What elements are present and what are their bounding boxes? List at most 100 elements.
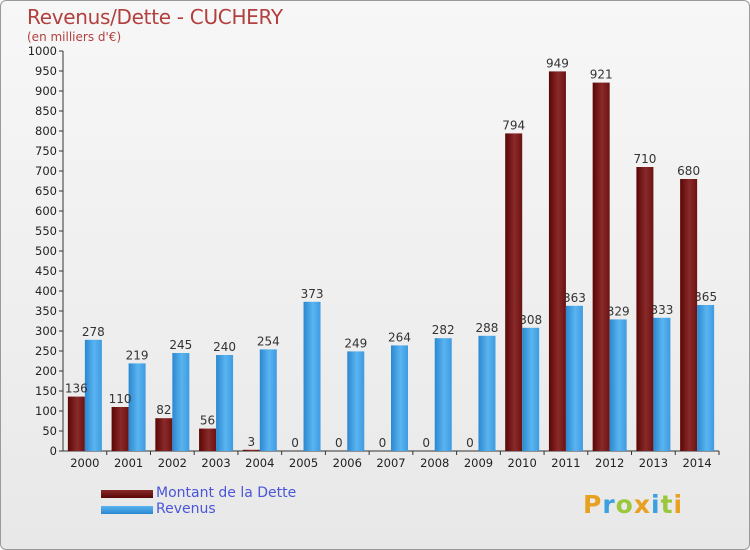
- x-tick-label: 2005: [289, 456, 318, 470]
- data-label-dette: 56: [200, 414, 215, 428]
- bar-dette: [505, 133, 523, 451]
- value-labels: 136 278 110 219 82 245 56 240 3 254 0 373 0 249 0 264 0 2…: [65, 56, 717, 450]
- data-label-dette: 0: [379, 436, 387, 450]
- data-label-dette: 110: [109, 392, 132, 406]
- data-label-dette: 0: [422, 436, 430, 450]
- bar-revenus: [259, 349, 277, 451]
- logo-letter: i: [651, 490, 661, 519]
- legend-label-revenus: Revenus: [156, 501, 216, 517]
- x-tick-label: 2012: [595, 456, 624, 470]
- data-label-dette: 680: [677, 164, 700, 178]
- logo-letter: o: [615, 490, 634, 519]
- data-label-revenus: 282: [432, 323, 455, 337]
- data-label-revenus: 219: [126, 348, 149, 362]
- y-tick-label: 700: [35, 164, 57, 178]
- y-tick-label: 800: [35, 124, 57, 138]
- y-tick-label: 650: [35, 184, 57, 198]
- bar-revenus: [303, 301, 321, 451]
- bar-dette: [199, 428, 217, 451]
- bar-revenus: [347, 351, 365, 451]
- data-label-revenus: 240: [213, 340, 236, 354]
- logo-letter: t: [660, 490, 674, 519]
- bar-dette: [636, 167, 654, 451]
- data-label-revenus: 329: [607, 304, 630, 318]
- legend-swatch-debt: [101, 490, 153, 498]
- data-label-dette: 949: [546, 56, 569, 70]
- y-tick-label: 600: [35, 204, 57, 218]
- bar-dette: [592, 82, 610, 451]
- bar-dette: [548, 71, 566, 452]
- y-tick-label: 550: [35, 224, 57, 238]
- data-label-revenus: 308: [519, 313, 542, 327]
- bar-revenus: [478, 335, 496, 451]
- bar-revenus: [216, 355, 234, 451]
- bar-revenus: [172, 353, 190, 451]
- data-label-revenus: 249: [344, 336, 367, 350]
- y-tick-label: 400: [35, 284, 57, 298]
- x-tick-label: 2000: [70, 456, 99, 470]
- x-tick-label: 2013: [639, 456, 668, 470]
- x-tick-label: 2007: [376, 456, 405, 470]
- proxiti-logo: Proxiti: [583, 490, 683, 519]
- data-label-revenus: 333: [650, 303, 673, 317]
- y-tick-label: 500: [35, 244, 57, 258]
- y-tick-label: 950: [35, 64, 57, 78]
- bar-revenus: [434, 338, 452, 451]
- data-label-revenus: 365: [694, 290, 717, 304]
- data-label-dette: 794: [502, 118, 525, 132]
- bar-revenus: [522, 327, 540, 451]
- y-tick-label: 150: [35, 384, 57, 398]
- x-tick-label: 2004: [245, 456, 274, 470]
- bar-revenus: [609, 319, 627, 451]
- bar-revenus: [128, 363, 146, 451]
- chart-subtitle: (en milliers d'€): [27, 30, 122, 44]
- data-label-dette: 82: [156, 403, 171, 417]
- data-label-dette: 3: [247, 435, 255, 449]
- bar-revenus: [653, 317, 671, 451]
- data-label-revenus: 288: [476, 321, 499, 335]
- logo-letter: P: [583, 490, 603, 519]
- x-tick-label: 2006: [333, 456, 362, 470]
- x-tick-label: 2009: [464, 456, 493, 470]
- x-tick-label: 2014: [682, 456, 711, 470]
- y-tick-label: 1000: [28, 44, 57, 58]
- data-label-dette: 710: [633, 152, 656, 166]
- y-tick-label: 750: [35, 144, 57, 158]
- y-tick-label: 250: [35, 344, 57, 358]
- x-tick-label: 2010: [508, 456, 537, 470]
- bar-dette: [67, 396, 85, 451]
- data-label-revenus: 373: [301, 287, 324, 301]
- data-label-dette: 136: [65, 382, 88, 396]
- bar-revenus: [697, 305, 715, 451]
- data-label-revenus: 245: [169, 338, 192, 352]
- data-label-dette: 0: [291, 436, 299, 450]
- data-label-revenus: 264: [388, 330, 411, 344]
- logo-letter: x: [633, 490, 651, 519]
- chart-title: Revenus/Dette - CUCHERY: [27, 5, 283, 29]
- x-tick-label: 2002: [158, 456, 187, 470]
- bar-dette: [111, 407, 129, 451]
- y-tick-label: 0: [50, 444, 57, 458]
- bar-dette: [155, 418, 173, 451]
- legend-label-debt: Montant de la Dette: [156, 485, 297, 501]
- data-label-revenus: 363: [563, 291, 586, 305]
- y-tick-label: 900: [35, 84, 57, 98]
- x-tick-label: 2001: [114, 456, 143, 470]
- logo-letter: i: [673, 490, 684, 519]
- x-tick-label: 2011: [551, 456, 580, 470]
- bar-revenus: [391, 345, 408, 451]
- y-tick-label: 100: [35, 404, 57, 418]
- y-tick-label: 850: [35, 104, 57, 118]
- data-label-revenus: 254: [257, 334, 280, 348]
- y-tick-label: 450: [35, 264, 57, 278]
- data-label-dette: 921: [590, 68, 613, 82]
- data-label-revenus: 278: [82, 325, 105, 339]
- y-tick-label: 50: [42, 424, 57, 438]
- data-label-dette: 0: [466, 436, 474, 450]
- y-tick-label: 200: [35, 364, 57, 378]
- logo-letter: r: [602, 490, 616, 519]
- y-tick-label: 350: [35, 304, 57, 318]
- y-tick-label: 300: [35, 324, 57, 338]
